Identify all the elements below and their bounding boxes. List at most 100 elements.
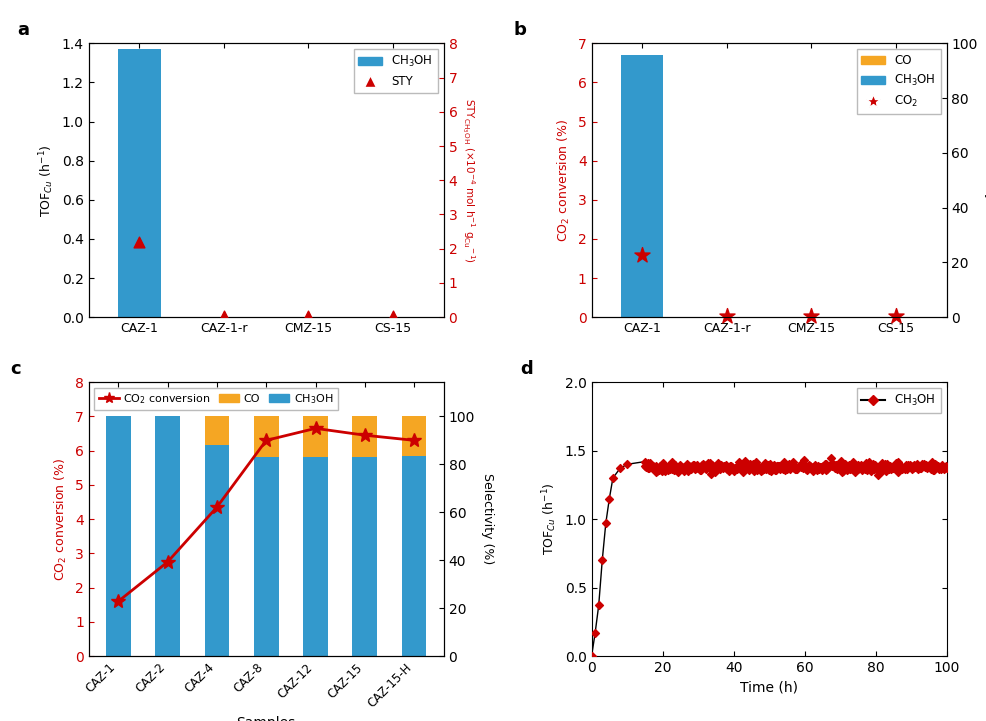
- Point: [831, 462, 847, 474]
- Point: [669, 466, 685, 478]
- Point: [857, 463, 873, 474]
- Point: [768, 464, 784, 476]
- Point: [825, 459, 841, 471]
- Point: [638, 461, 654, 473]
- Point: [812, 461, 828, 472]
- Point: [849, 463, 865, 474]
- Point: [810, 460, 826, 472]
- Point: [653, 464, 669, 475]
- Point: [669, 464, 684, 476]
- Point: [736, 461, 751, 473]
- Point: [888, 464, 904, 476]
- Point: [775, 463, 791, 474]
- Point: [714, 459, 730, 471]
- Y-axis label: CO$_2$ conversion (%): CO$_2$ conversion (%): [53, 457, 69, 581]
- Point: [719, 310, 735, 322]
- Point: [932, 464, 948, 475]
- Point: [807, 459, 822, 471]
- Point: [937, 462, 952, 474]
- Point: [739, 461, 754, 473]
- Point: [644, 462, 660, 474]
- Point: [715, 461, 731, 472]
- Point: [843, 461, 859, 473]
- Point: [728, 462, 743, 474]
- Point: [883, 463, 899, 474]
- Point: [913, 462, 929, 474]
- Point: [799, 464, 814, 475]
- Point: [723, 461, 739, 472]
- Point: [920, 461, 936, 472]
- Point: [712, 464, 728, 475]
- Point: [719, 463, 735, 474]
- Point: [903, 460, 919, 472]
- Point: [684, 460, 700, 472]
- Point: [646, 462, 662, 474]
- Point: [647, 462, 663, 474]
- Point: [699, 461, 715, 472]
- Point: [803, 460, 818, 472]
- Point: [847, 466, 863, 478]
- Point: [785, 459, 801, 471]
- Point: [652, 461, 668, 472]
- Point: [745, 458, 761, 469]
- Point: [797, 460, 812, 472]
- Point: [929, 460, 945, 472]
- Bar: [352, 416, 377, 457]
- Point: [733, 461, 748, 472]
- Point: [664, 463, 679, 474]
- Point: [705, 461, 721, 473]
- Point: [770, 461, 786, 472]
- Point: [850, 459, 866, 471]
- Point: [801, 462, 816, 474]
- Point: [639, 460, 655, 472]
- Point: [725, 462, 740, 474]
- Point: [734, 461, 749, 473]
- Point: [651, 464, 667, 475]
- Point: [893, 461, 909, 472]
- Point: [717, 461, 733, 472]
- Point: [687, 462, 703, 474]
- Point: [730, 461, 745, 473]
- Point: [813, 461, 829, 473]
- Point: [637, 456, 653, 467]
- Point: [905, 463, 921, 474]
- Point: [649, 466, 665, 477]
- Point: [837, 459, 853, 470]
- Point: [795, 458, 810, 469]
- Point: [668, 459, 683, 471]
- Bar: [155, 416, 179, 656]
- Point: [764, 461, 780, 472]
- Point: [693, 464, 709, 476]
- Y-axis label: STY$_{\mathregular{CH_3OH}}$ (×10$^{\mathregular{-4}}$ mol h$^{\mathregular{-1}}: STY$_{\mathregular{CH_3OH}}$ (×10$^{\mat…: [460, 98, 477, 262]
- Point: [844, 463, 860, 474]
- Point: [823, 452, 839, 464]
- Bar: [621, 55, 664, 317]
- Point: [899, 463, 915, 474]
- Point: [584, 650, 599, 662]
- Point: [650, 466, 666, 477]
- Bar: [402, 416, 426, 456]
- Point: [875, 465, 890, 477]
- Point: [888, 457, 904, 469]
- Point: [759, 462, 775, 474]
- Text: c: c: [11, 360, 22, 378]
- Point: [891, 461, 907, 473]
- Point: [677, 463, 693, 474]
- Point: [873, 464, 888, 476]
- Point: [755, 460, 771, 472]
- Point: [789, 464, 805, 475]
- Point: [909, 458, 925, 469]
- Point: [793, 459, 809, 471]
- Point: [921, 461, 937, 473]
- Point: [640, 458, 656, 469]
- Point: [671, 461, 687, 472]
- Point: [824, 459, 840, 470]
- Point: [880, 459, 895, 470]
- Point: [713, 463, 729, 474]
- Point: [786, 456, 802, 468]
- Point: [919, 462, 935, 474]
- Y-axis label: Selectivity (%): Selectivity (%): [481, 474, 494, 565]
- Point: [882, 461, 898, 472]
- Point: [588, 627, 603, 639]
- Point: [860, 464, 876, 476]
